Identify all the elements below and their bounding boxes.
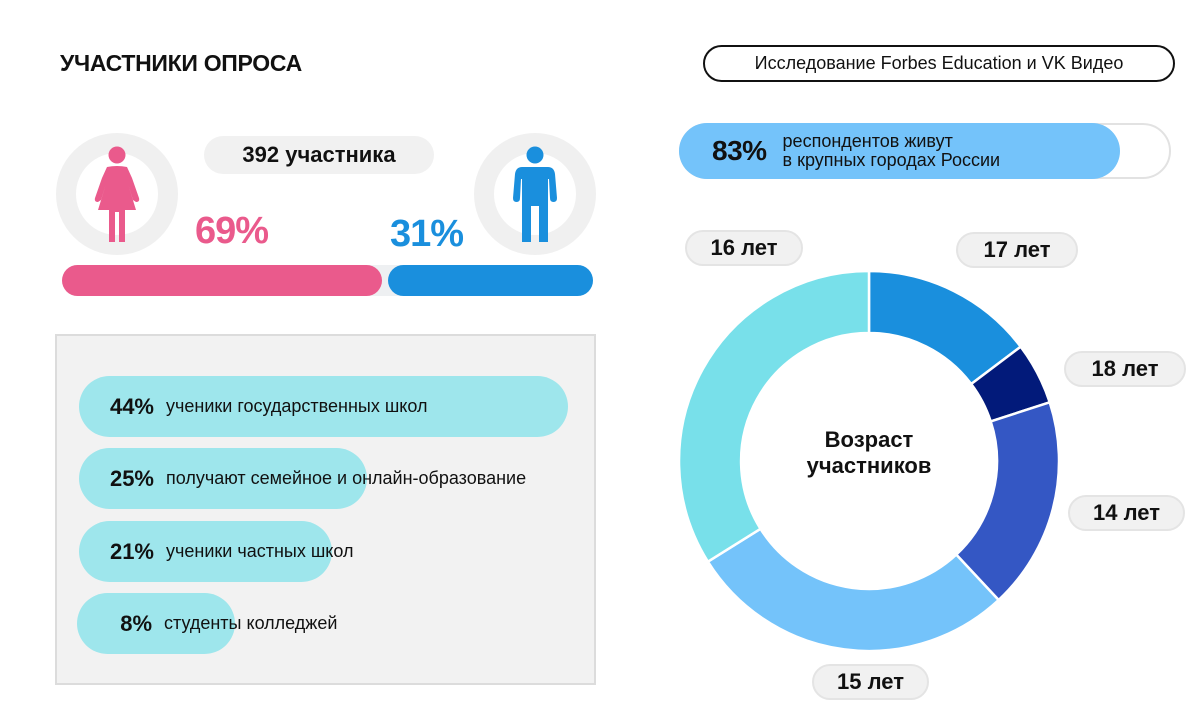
- education-label: ученики частных школ: [166, 541, 354, 561]
- education-label: студенты колледжей: [164, 613, 338, 633]
- education-bar: [79, 376, 568, 437]
- age-label-17: 17 лет: [956, 232, 1078, 268]
- female-figure-icon: [94, 146, 140, 242]
- donut-center-line1: Возраст: [824, 427, 914, 452]
- male-bar: [388, 265, 593, 296]
- cities-text-line2: в крупных городах России: [782, 150, 1001, 170]
- education-pct: 25%: [109, 465, 154, 491]
- age-label-14: 14 лет: [1068, 495, 1185, 531]
- donut-segment-16: [677, 269, 871, 564]
- donut-segment-15: [706, 527, 1001, 653]
- age-label-16: 16 лет: [685, 230, 803, 266]
- cities-text-line1: респондентов живут: [782, 131, 953, 151]
- male-percentage: 31%: [390, 213, 464, 255]
- donut-center-line2: участников: [806, 453, 932, 478]
- page-title: УЧАСТНИКИ ОПРОСА: [60, 50, 302, 76]
- education-bar: [79, 448, 367, 509]
- age-label-15: 15 лет: [812, 664, 929, 700]
- education-row: 8% студенты колледжей: [77, 593, 337, 654]
- female-bar: [62, 265, 382, 296]
- education-pct: 8%: [120, 610, 152, 636]
- age-label-18: 18 лет: [1064, 351, 1186, 387]
- education-label: получают семейное и онлайн-образование: [166, 468, 527, 488]
- education-pct: 44%: [109, 393, 154, 419]
- female-percentage: 69%: [195, 210, 269, 252]
- education-label: ученики государственных школ: [166, 396, 428, 416]
- education-row: 21% ученики частных школ: [79, 521, 353, 582]
- education-bar: [77, 593, 235, 654]
- male-figure-icon: [513, 146, 557, 242]
- donut-center-label: Возраст участников: [769, 427, 969, 479]
- education-row: 44% ученики государственных школ: [79, 376, 568, 437]
- education-row: 25% получают семейное и онлайн-образован…: [79, 448, 526, 509]
- education-bar: [79, 521, 332, 582]
- source-badge: Исследование Forbes Education и VK Видео: [703, 45, 1175, 82]
- cities-bar: 83% респондентов живут в крупных городах…: [679, 123, 1120, 179]
- participants-count: 392 участника: [204, 136, 434, 174]
- cities-text: респондентов живут в крупных городах Рос…: [783, 132, 1001, 170]
- education-panel: 44% ученики государственных школ 25% пол…: [55, 334, 596, 685]
- education-pct: 21%: [109, 538, 154, 564]
- cities-pct: 83%: [712, 135, 767, 166]
